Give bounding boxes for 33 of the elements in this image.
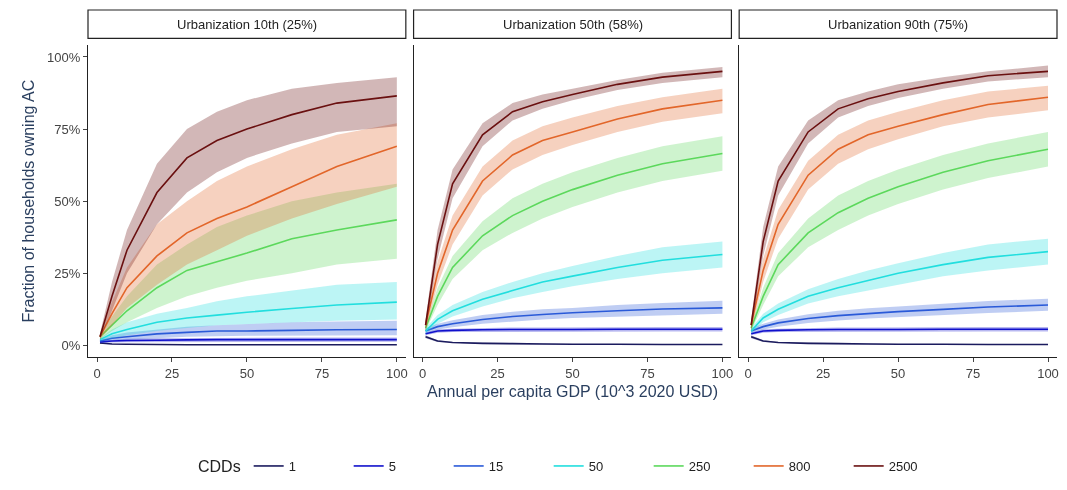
x-tick-label: 25 (164, 365, 180, 381)
y-tick-label: 100% (47, 49, 81, 65)
y-tick-label: 25% (54, 265, 81, 281)
legend-label: 800 (788, 459, 811, 475)
legend-label: 1 (288, 459, 296, 475)
x-tick-label: 50 (890, 365, 906, 381)
x-axis-title: Annual per capita GDP (10^3 2020 USD) (427, 383, 718, 401)
x-tick-label: 25 (490, 365, 505, 381)
x-tick-label: 50 (565, 365, 580, 381)
y-axis-title: Fraction of households owning AC (19, 79, 37, 323)
x-tick-label: 100 (1037, 365, 1059, 381)
legend-label: 250 (688, 459, 711, 475)
x-tick-label: 0 (418, 365, 427, 381)
x-tick-label: 0 (744, 365, 752, 381)
legend-label: 5 (388, 459, 396, 475)
chart-title: Urbanization 10th (25%) (177, 17, 318, 32)
y-tick-label: 50% (54, 193, 81, 209)
x-tick-label: 75 (965, 365, 981, 381)
chart-title: Urbanization 90th (75%) (828, 17, 969, 32)
legend-label: 50 (588, 459, 604, 475)
legend-label: 15 (488, 459, 504, 475)
x-tick-label: 50 (239, 365, 255, 381)
legend-label: 2500 (888, 459, 918, 475)
y-tick-label: 0% (61, 337, 81, 353)
x-tick-label: 0 (93, 365, 101, 381)
x-tick-label: 100 (385, 365, 408, 381)
x-tick-label: 75 (314, 365, 330, 381)
x-tick-label: 75 (640, 365, 655, 381)
x-tick-label: 25 (815, 365, 831, 381)
x-tick-label: 100 (711, 365, 734, 381)
y-tick-label: 75% (54, 121, 81, 137)
chart-title: Urbanization 50th (58%) (503, 17, 644, 32)
legend-title: CDDs (198, 457, 241, 475)
